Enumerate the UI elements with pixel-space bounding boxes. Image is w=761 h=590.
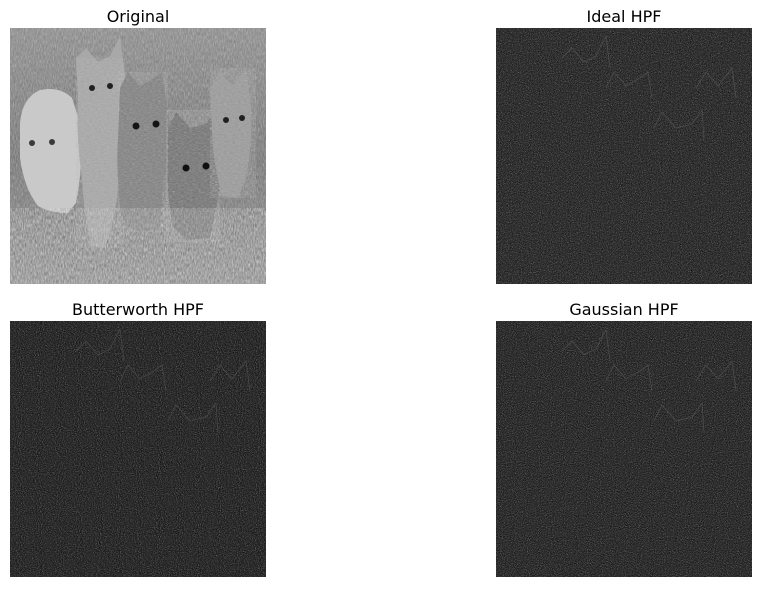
image-gaussian-hpf-wrap — [496, 321, 752, 577]
image-butterworth-hpf — [10, 321, 266, 577]
panel-title-butterworth-hpf: Butterworth HPF — [72, 300, 204, 319]
panel-butterworth-hpf: Butterworth HPF — [10, 299, 266, 577]
image-original — [10, 28, 266, 284]
panel-ideal-hpf: Ideal HPF — [496, 6, 752, 284]
image-gaussian-hpf — [496, 321, 752, 577]
panel-gaussian-hpf: Gaussian HPF — [496, 299, 752, 577]
panel-title-gaussian-hpf: Gaussian HPF — [569, 300, 679, 319]
panel-title-original: Original — [106, 7, 170, 26]
image-ideal-hpf-wrap — [496, 28, 752, 284]
panel-title-ideal-hpf: Ideal HPF — [586, 7, 662, 26]
image-ideal-hpf — [496, 28, 752, 284]
image-original-wrap — [10, 28, 266, 284]
panel-original: Original — [10, 6, 266, 284]
image-butterworth-hpf-wrap — [10, 321, 266, 577]
